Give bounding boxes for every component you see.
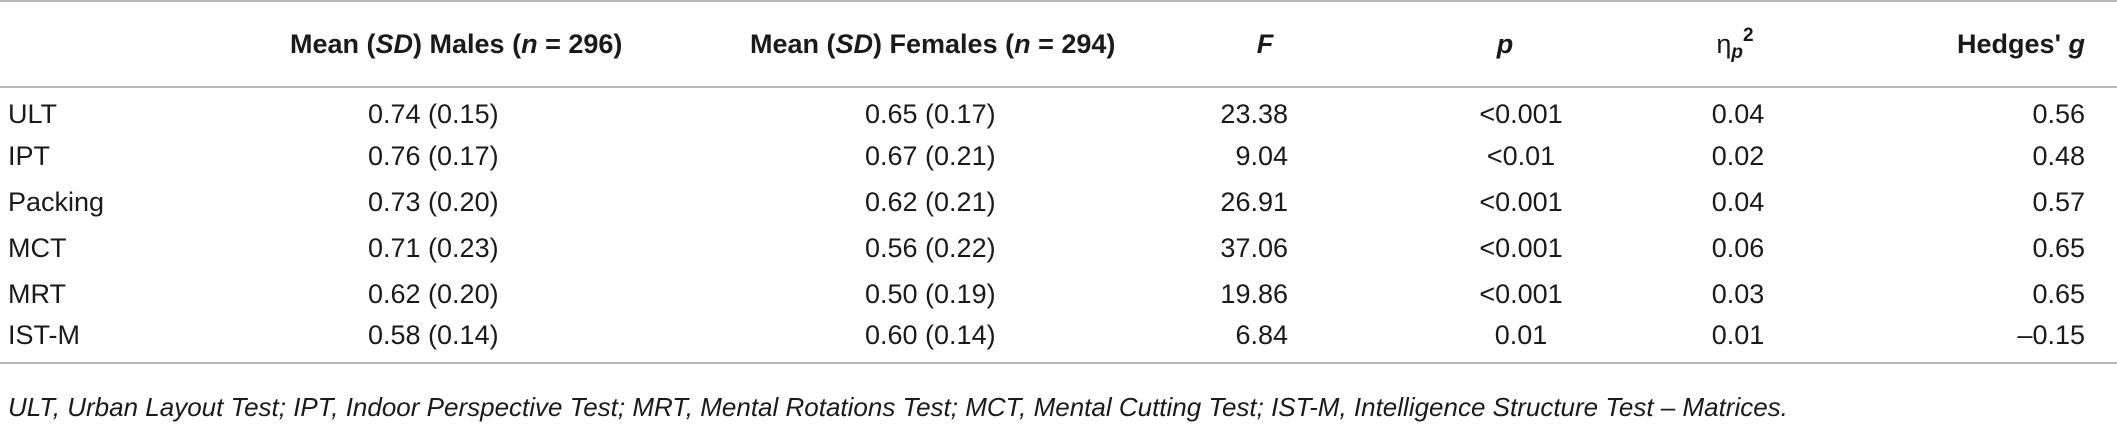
row-label: ULT: [8, 99, 58, 129]
table-row: MCT 0.71 (0.23) 0.56 (0.22) 37.06 <0.001 0.06…: [0, 225, 2117, 271]
cell-f: 23.38: [1220, 99, 1288, 129]
cell-hedges: 0.48: [2032, 140, 2085, 171]
cell-eta: 0.04: [1711, 186, 1765, 217]
cell-hedges: –0.15: [1840, 317, 2117, 364]
cell-eta: 0.03: [1711, 278, 1765, 309]
cell-females: 0.65 (0.17): [865, 99, 996, 129]
cell-eta: 0.01: [1630, 317, 1840, 364]
cell-females: 0.56 (0.22): [865, 232, 996, 263]
row-label: MRT: [8, 278, 66, 309]
cell-eta: 0.06: [1711, 232, 1765, 263]
cell-f: 9.04: [1235, 140, 1288, 171]
table-body: ULT 0.74 (0.15) 0.65 (0.17) 23.38 <0.001 0.04…: [0, 87, 2117, 364]
cell-hedges: 0.65: [2032, 278, 2085, 309]
cell-f: 19.86: [1220, 278, 1288, 309]
header-p: p: [1380, 0, 1630, 88]
cell-hedges: 0.65: [2032, 232, 2085, 263]
cell-females: 0.62 (0.21): [865, 186, 996, 217]
row-label: IST-M: [0, 317, 230, 364]
cell-eta: 0.02: [1711, 140, 1765, 171]
table-row: IPT 0.76 (0.17) 0.67 (0.21) 9.04 <0.01 0.02 0.…: [0, 133, 2117, 179]
cell-f: 6.84: [1150, 317, 1380, 364]
header-females: Mean (SD) Females (n = 294): [690, 0, 1150, 88]
cell-males: 0.62 (0.20): [368, 278, 499, 309]
results-table: Mean (SD) Males (n = 296) Mean (SD) Fema…: [0, 0, 2117, 364]
cell-females: 0.67 (0.21): [865, 140, 996, 171]
table-row: Packing 0.73 (0.20) 0.62 (0.21) 26.91 <0.001…: [0, 179, 2117, 225]
cell-males: 0.58 (0.14): [230, 317, 690, 364]
row-label: Packing: [8, 186, 105, 217]
header-f: F: [1150, 0, 1380, 88]
cell-p: <0.001: [1479, 99, 1563, 129]
cell-p: <0.001: [1479, 278, 1563, 309]
cell-f: 37.06: [1220, 232, 1288, 263]
cell-hedges: 0.56: [2032, 99, 2085, 129]
table-row: IST-M 0.58 (0.14) 0.60 (0.14) 6.84 0.01 0.01–…: [0, 317, 2117, 364]
table-row: MRT 0.62 (0.20) 0.50 (0.19) 19.86 <0.001 0.03…: [0, 271, 2117, 317]
cell-p: <0.01: [1486, 140, 1556, 171]
results-table-container: Mean (SD) Males (n = 296) Mean (SD) Fema…: [0, 0, 2117, 364]
cell-p: 0.01: [1380, 317, 1630, 364]
row-label: MCT: [8, 232, 67, 263]
cell-males: 0.73 (0.20): [368, 186, 499, 217]
table-row: ULT 0.74 (0.15) 0.65 (0.17) 23.38 <0.001 0.04…: [0, 87, 2117, 133]
cell-males: 0.76 (0.17): [368, 140, 499, 171]
cell-males: 0.74 (0.15): [368, 99, 499, 129]
table-footnote: ULT, Urban Layout Test; IPT, Indoor Pers…: [8, 392, 1788, 422]
header-males: Mean (SD) Males (n = 296): [230, 0, 690, 88]
cell-p: <0.001: [1479, 232, 1563, 263]
cell-females: 0.50 (0.19): [865, 278, 996, 309]
cell-hedges: 0.57: [2032, 186, 2085, 217]
cell-females: 0.60 (0.14): [690, 317, 1150, 364]
table-header-row: Mean (SD) Males (n = 296) Mean (SD) Fema…: [0, 0, 2117, 88]
cell-f: 26.91: [1220, 186, 1288, 217]
cell-p: <0.001: [1479, 186, 1563, 217]
header-hedges: Hedges' g: [1840, 0, 2117, 88]
row-label: IPT: [8, 140, 51, 171]
header-stub: [0, 0, 230, 88]
header-eta: ηp2: [1630, 0, 1840, 88]
cell-eta: 0.04: [1711, 99, 1765, 129]
cell-males: 0.71 (0.23): [368, 232, 499, 263]
